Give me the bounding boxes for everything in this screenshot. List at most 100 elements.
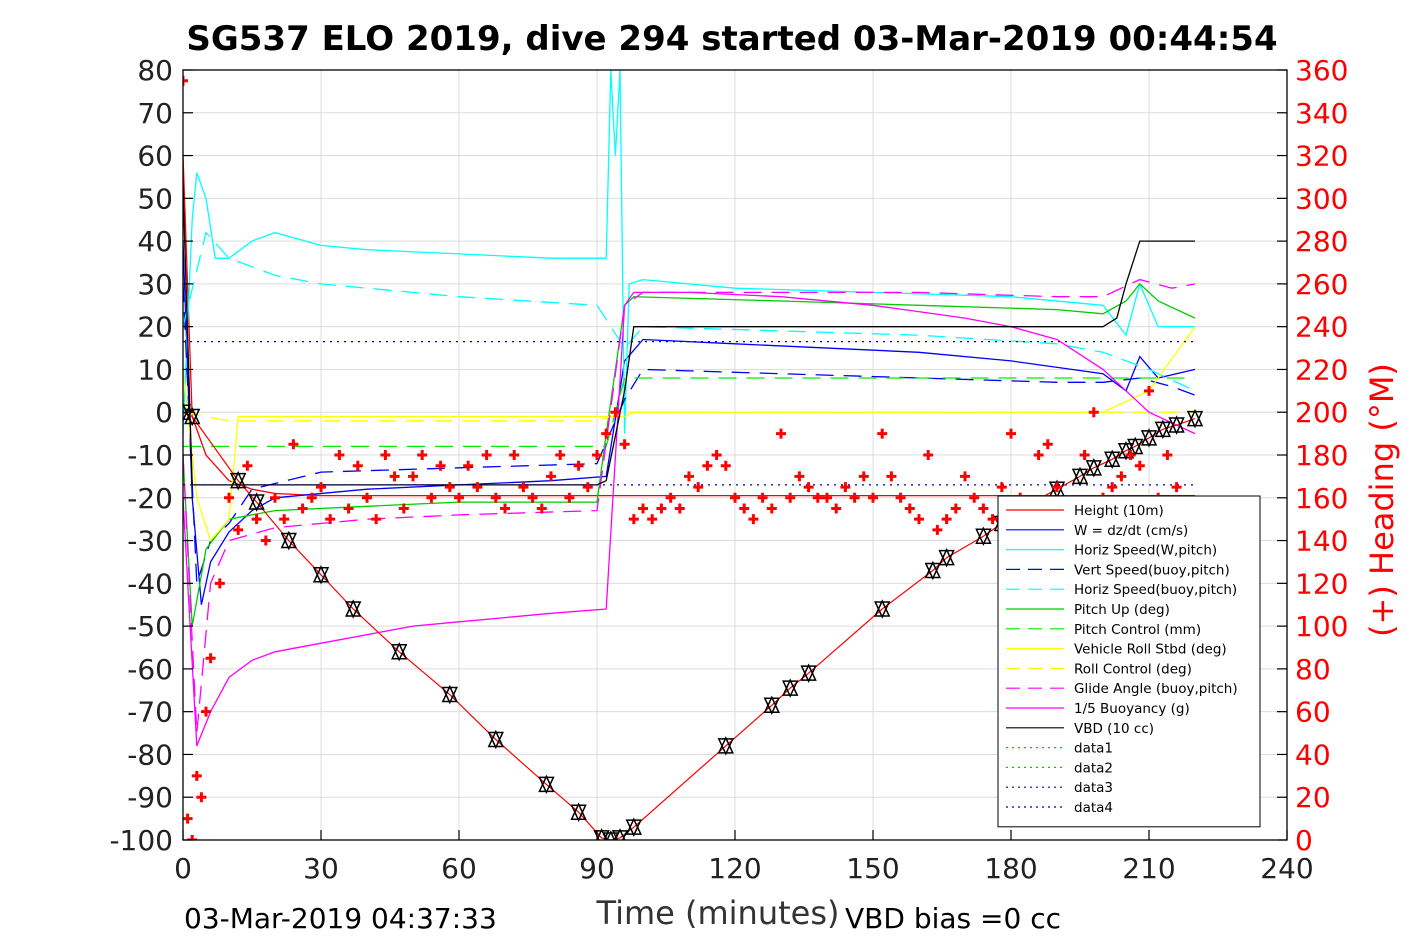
series-line-roll — [183, 326, 1196, 542]
depth-marker — [1071, 468, 1089, 487]
heading-point — [362, 492, 372, 503]
y-tick-label: 0 — [155, 396, 173, 429]
y-tick-label: 50 — [137, 182, 173, 215]
heading-point — [1171, 482, 1182, 493]
y-tick-label: 10 — [137, 353, 173, 386]
depth-marker — [391, 644, 408, 662]
heading-point — [610, 407, 621, 418]
legend-label: data1 — [1074, 741, 1113, 757]
heading-point — [693, 482, 704, 493]
heading-point — [352, 460, 363, 471]
heading-point — [582, 482, 593, 493]
heading-point — [389, 471, 400, 482]
heading-point — [794, 471, 805, 482]
heading-point — [546, 471, 556, 482]
heading-point — [417, 450, 428, 460]
y2-tick-label: 320 — [1295, 140, 1348, 173]
y-tick-label: 80 — [137, 54, 173, 87]
depth-marker — [248, 494, 265, 512]
heading-point — [914, 514, 924, 525]
heading-point — [518, 482, 529, 493]
heading-point — [573, 460, 584, 471]
depth-marker — [1154, 421, 1171, 440]
heading-point — [1162, 450, 1173, 460]
heading-point — [1006, 428, 1016, 439]
heading-point — [1052, 482, 1062, 493]
heading-point — [509, 450, 520, 460]
y2-tick-label: 200 — [1295, 396, 1348, 429]
depth-marker — [593, 830, 610, 840]
heading-point — [739, 503, 750, 514]
heading-point — [1107, 482, 1118, 493]
x-tick-label: 60 — [441, 852, 477, 885]
legend-label: W = dz/dt (cm/s) — [1074, 523, 1188, 539]
heading-point — [785, 492, 796, 503]
depth-marker — [611, 830, 629, 840]
heading-point — [1125, 450, 1136, 460]
legend-label: Horiz Speed(W,pitch) — [1074, 543, 1217, 559]
heading-point — [877, 428, 888, 439]
depth-marker — [717, 738, 734, 756]
heading-point — [463, 460, 474, 471]
depth-marker — [230, 472, 247, 491]
heading-point — [766, 503, 777, 514]
depth-marker — [874, 601, 891, 619]
depth-marker — [975, 528, 992, 547]
legend-label: Vehicle Roll Stbd (deg) — [1074, 642, 1227, 658]
y2-tick-label: 280 — [1295, 225, 1348, 258]
legend-label: data3 — [1074, 780, 1113, 796]
series-line-horiz_buoy — [183, 231, 1196, 392]
heading-point — [904, 503, 915, 514]
heading-point — [730, 492, 740, 503]
y2-tick-label: 100 — [1295, 610, 1348, 643]
legend-label: Horiz Speed(buoy,pitch) — [1074, 582, 1237, 598]
y2-tick-label: 160 — [1295, 482, 1348, 515]
heading-point — [205, 653, 216, 664]
heading-point — [316, 482, 326, 493]
series-line-roll_control — [183, 411, 1195, 422]
depth-marker — [625, 819, 642, 837]
depth-marker — [763, 697, 780, 716]
heading-point — [187, 835, 198, 840]
heading-point — [1042, 439, 1053, 450]
heading-point — [260, 535, 271, 546]
legend-label: Pitch Up (deg) — [1074, 602, 1170, 618]
series-line-height — [183, 155, 1195, 497]
depth-marker — [280, 532, 297, 551]
heading-point — [472, 482, 483, 493]
y2-tick-label: 80 — [1295, 653, 1331, 686]
x-tick-label: 120 — [708, 852, 761, 885]
depth-marker — [938, 549, 955, 568]
depth-marker — [441, 686, 458, 705]
y2-tick-label: 180 — [1295, 439, 1348, 472]
heading-point — [1033, 450, 1044, 460]
heading-point — [776, 428, 786, 439]
x-tick-label: 150 — [846, 852, 899, 885]
y-tick-label: -10 — [127, 439, 173, 472]
depth-marker — [1140, 430, 1158, 448]
heading-point — [840, 482, 851, 493]
heading-point — [408, 471, 418, 482]
heading-point — [500, 503, 510, 514]
heading-point — [1144, 385, 1154, 396]
heading-point — [895, 492, 906, 503]
heading-point — [886, 471, 897, 482]
y2-tick-label: 300 — [1295, 182, 1348, 215]
heading-point — [803, 482, 814, 493]
x-axis-label: Time (minutes) — [596, 894, 840, 932]
y2-tick-label: 360 — [1295, 54, 1348, 87]
y2-tick-label: 40 — [1295, 738, 1331, 771]
y-tick-label: -30 — [127, 525, 173, 558]
depth-marker — [782, 680, 799, 698]
depth-marker — [345, 601, 362, 619]
heading-point — [812, 492, 823, 503]
heading-point — [527, 492, 538, 503]
y2-axis-label: (+) Heading (°M) — [1363, 363, 1401, 637]
heading-point — [536, 503, 547, 514]
legend-label: VBD (10 cc) — [1074, 721, 1154, 737]
heading-point — [601, 428, 612, 439]
y2-tick-label: 240 — [1295, 311, 1348, 344]
y2-tick-label: 220 — [1295, 353, 1348, 386]
depth-marker — [538, 776, 555, 795]
